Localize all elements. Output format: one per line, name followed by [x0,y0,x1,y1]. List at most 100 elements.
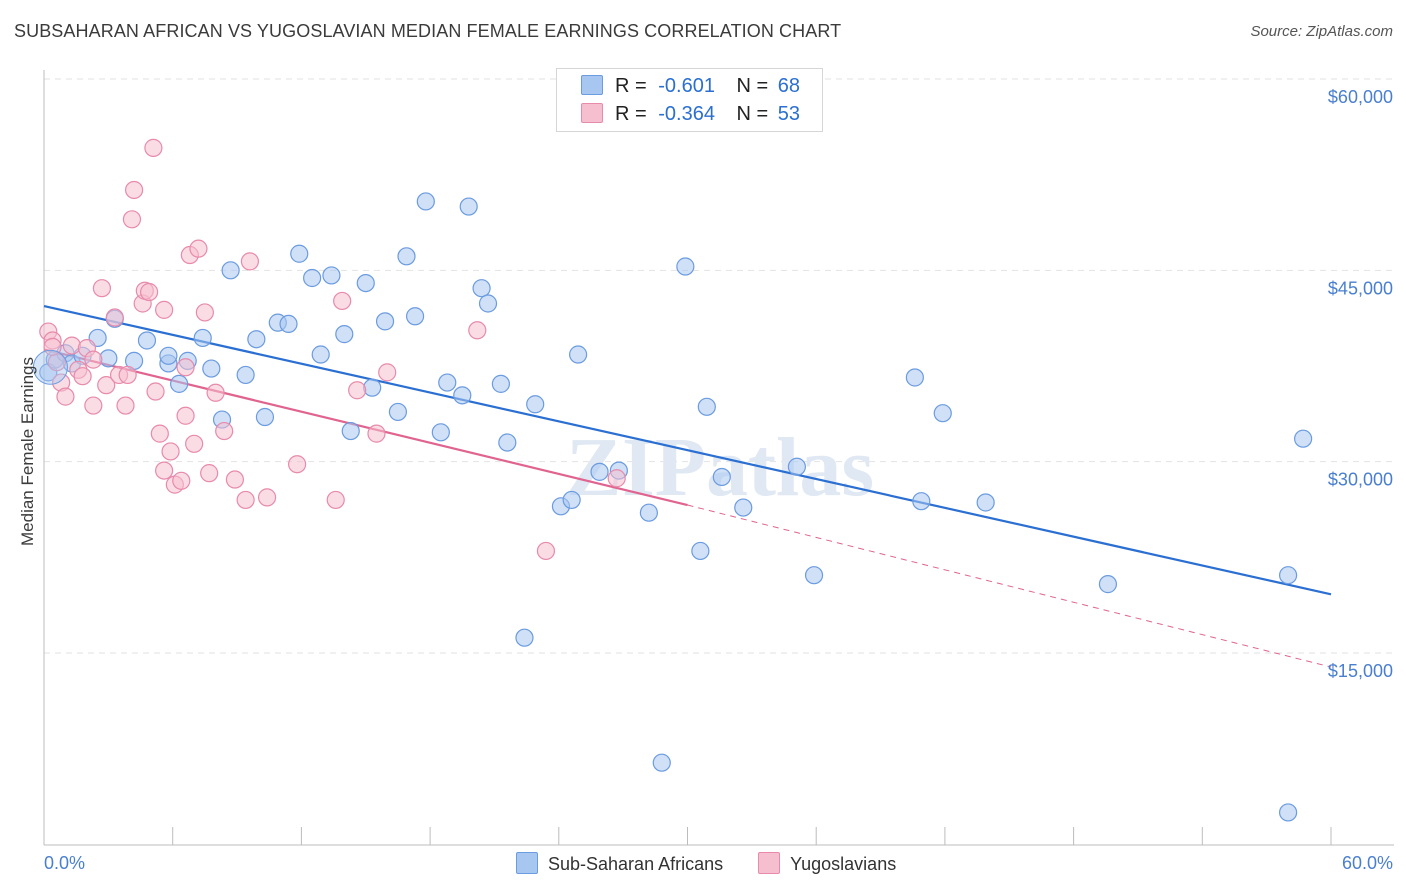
point-subsaharan [453,386,472,405]
y-axis-label: Median Female Earnings [18,357,37,546]
point-subsaharan [375,312,395,331]
point-yugoslavian [189,239,208,258]
legend-r-label: R = [615,103,647,125]
legend-r-value: -0.601 [658,75,715,97]
point-yugoslavian [206,383,225,402]
point-yugoslavian [367,424,386,443]
point-subsaharan [697,397,716,416]
point-yugoslavian [84,396,103,415]
data-points [32,138,1313,822]
point-subsaharan [290,244,309,263]
point-subsaharan [526,395,545,414]
legend-label: Sub-Saharan Africans [548,854,724,874]
chart-title: SUBSAHARAN AFRICAN VS YUGOSLAVIAN MEDIAN… [14,21,842,41]
point-subsaharan [303,268,322,288]
legend-row-blue: R = -0.601 N = 68 [581,75,800,98]
point-yugoslavian [122,210,142,229]
legend-item-subsaharan: Sub-Saharan Africans [516,852,723,875]
y-tick-label: $45,000 [1328,278,1393,298]
point-subsaharan [569,345,588,364]
trend-line-yugoslavian [43,348,688,507]
point-subsaharan [311,345,330,364]
legend-swatch-blue [581,75,603,95]
point-subsaharan [976,493,995,512]
legend-item-yugoslavian: Yugoslavians [758,852,896,875]
legend-swatch-pink [581,103,603,123]
x-tick-label: 60.0% [1342,853,1393,873]
point-yugoslavian [257,488,277,507]
point-subsaharan [322,266,341,285]
point-subsaharan [652,753,671,772]
point-subsaharan [341,421,360,441]
point-yugoslavian [176,406,195,425]
stats-legend: R = -0.601 N = 68 R = -0.364 N = 53 [556,68,823,132]
legend-n-label: N = [736,103,769,125]
point-yugoslavian [56,387,75,406]
point-subsaharan [639,503,658,522]
tick-labels: $15,000 $30,000 $45,000 $60,000 0.0% 60.0% [44,87,1393,873]
legend-label: Yugoslavians [790,854,897,874]
point-yugoslavian [348,381,367,400]
point-subsaharan [405,307,425,326]
point-yugoslavian [176,358,195,377]
point-subsaharan [491,374,510,393]
legend-swatch-pink [758,852,781,874]
y-tick-label: $15,000 [1328,661,1393,681]
point-subsaharan [202,359,221,378]
legend-r-value: -0.364 [658,103,715,125]
legend-n-label: N = [736,75,769,97]
legend-swatch-blue [516,852,538,874]
point-subsaharan [676,257,695,276]
point-subsaharan [472,279,491,298]
point-subsaharan [562,490,581,510]
point-yugoslavian [146,382,165,401]
series-legend: Sub-Saharan Africans Yugoslavians [516,852,926,875]
point-yugoslavian [140,282,159,302]
point-subsaharan [590,462,609,481]
point-subsaharan [787,457,806,476]
x-tick-label: 0.0% [44,853,85,873]
trend-line-yugoslavian-extension [687,504,1332,668]
point-yugoslavian [195,303,214,322]
point-yugoslavian [161,442,180,461]
point-subsaharan [1278,566,1298,585]
point-subsaharan [1098,575,1118,594]
axes [43,70,1394,846]
point-subsaharan [221,261,240,280]
point-yugoslavian [468,321,487,340]
point-subsaharan [691,541,710,561]
point-subsaharan [363,378,382,397]
point-yugoslavian [150,424,169,443]
point-yugoslavian [200,464,219,483]
legend-n-value: 68 [777,75,801,97]
point-subsaharan [438,373,457,392]
legend-r-label: R = [615,75,647,97]
point-subsaharan [804,566,824,585]
point-subsaharan [905,368,924,387]
point-subsaharan [431,423,450,442]
point-subsaharan [459,197,478,216]
y-tick-label: $60,000 [1328,87,1393,107]
point-subsaharan [933,404,952,423]
point-yugoslavian [172,471,191,490]
point-yugoslavian [215,421,234,441]
point-subsaharan [193,328,212,348]
trend-lines [43,304,1332,668]
point-subsaharan [159,346,178,365]
point-yugoslavian [105,308,124,327]
point-yugoslavian [378,363,397,382]
legend-n-value: 53 [777,103,801,125]
point-yugoslavian [73,367,92,386]
point-subsaharan [236,365,255,385]
point-subsaharan [247,330,266,349]
point-subsaharan [498,433,517,452]
point-yugoslavian [288,455,307,474]
point-cluster [32,349,68,385]
y-tick-label: $30,000 [1328,470,1393,490]
point-subsaharan [170,374,189,393]
point-subsaharan [1278,803,1298,822]
point-yugoslavian [124,180,144,200]
point-yugoslavian [155,300,174,319]
point-subsaharan [416,192,435,211]
